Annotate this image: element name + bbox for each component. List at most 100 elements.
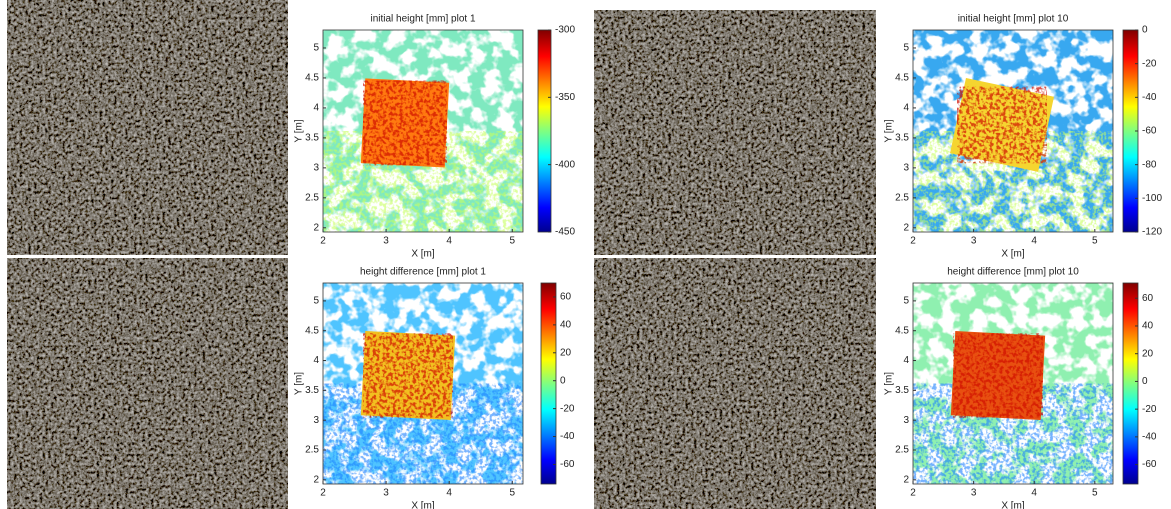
panel: initial height [mm] plot 10 2 3 4 5 2 2.5 3 3.5 4… bbox=[594, 10, 1162, 260]
heatmap-patch-detail bbox=[957, 87, 1047, 164]
panel: height difference [mm] plot 10 2 3 4 5 2 2.5 3 3… bbox=[594, 258, 1157, 509]
x-tick-label: 2 bbox=[320, 236, 326, 247]
x-tick-label: 5 bbox=[509, 488, 515, 499]
colorbar-tick-label: 0 bbox=[560, 375, 566, 386]
y-tick-label: 5 bbox=[313, 296, 319, 307]
chart-title: initial height [mm] plot 10 bbox=[958, 14, 1069, 25]
photo bbox=[594, 258, 876, 509]
y-tick-label: 2.5 bbox=[895, 445, 909, 456]
y-tick-label: 5 bbox=[903, 43, 909, 54]
colorbar-tick-label: 20 bbox=[1142, 348, 1154, 359]
x-tick-label: 5 bbox=[509, 236, 515, 247]
colorbar-tick-label: -120 bbox=[1142, 227, 1162, 238]
colorbar-tick-label: -350 bbox=[555, 92, 575, 103]
x-tick-label: 5 bbox=[1092, 236, 1098, 247]
colorbar bbox=[538, 30, 551, 232]
y-tick-label: 5 bbox=[313, 43, 319, 54]
y-tick-label: 2.5 bbox=[305, 445, 319, 456]
y-tick-label: 3 bbox=[313, 163, 319, 174]
colorbar-tick-label: 20 bbox=[560, 347, 572, 358]
y-tick-label: 2 bbox=[903, 222, 909, 233]
photo bbox=[7, 0, 288, 255]
x-axis-label: X [m] bbox=[411, 501, 435, 509]
x-tick-label: 4 bbox=[446, 236, 452, 247]
colorbar-tick-label: 0 bbox=[1142, 376, 1148, 387]
y-tick-label: 4.5 bbox=[305, 325, 319, 336]
y-tick-label: 4.5 bbox=[305, 73, 319, 84]
y-axis-label: Y [m] bbox=[884, 119, 895, 142]
y-tick-label: 4 bbox=[903, 355, 909, 366]
y-tick-label: 2.5 bbox=[305, 192, 319, 203]
colorbar-tick-label: -20 bbox=[1142, 404, 1157, 415]
y-tick-label: 4 bbox=[313, 103, 319, 114]
panel: initial height [mm] plot 1 2 3 4 5 2 2.5 3 3.5 4 4… bbox=[7, 0, 575, 260]
y-tick-label: 4 bbox=[313, 355, 319, 366]
y-tick-label: 3 bbox=[313, 415, 319, 426]
colorbar-tick-label: -60 bbox=[1142, 126, 1157, 137]
panel: height difference [mm] plot 1 2 3 4 5 2 2.5 3 3.… bbox=[7, 258, 575, 509]
colorbar-tick-label: -450 bbox=[555, 227, 575, 238]
colorbar-tick-label: -100 bbox=[1142, 193, 1162, 204]
y-tick-label: 3.5 bbox=[895, 385, 909, 396]
colorbar-tick-label: -60 bbox=[1142, 459, 1157, 470]
heatmap-patch-detail bbox=[363, 81, 447, 166]
colorbar-tick-label: -60 bbox=[560, 459, 575, 470]
x-tick-label: 3 bbox=[971, 488, 977, 499]
heatmap-patch-detail bbox=[953, 333, 1043, 417]
x-tick-label: 2 bbox=[320, 488, 326, 499]
y-tick-label: 3 bbox=[903, 415, 909, 426]
y-tick-label: 2 bbox=[903, 474, 909, 485]
y-axis-label: Y [m] bbox=[294, 372, 305, 395]
colorbar-tick-label: 60 bbox=[560, 292, 572, 303]
heatmap bbox=[323, 283, 523, 484]
x-tick-label: 4 bbox=[1031, 488, 1037, 499]
x-tick-label: 3 bbox=[383, 236, 389, 247]
colorbar-tick-label: -20 bbox=[560, 403, 575, 414]
y-tick-label: 3.5 bbox=[305, 133, 319, 144]
x-tick-label: 2 bbox=[910, 236, 916, 247]
y-tick-label: 2.5 bbox=[895, 192, 909, 203]
y-tick-label: 3.5 bbox=[895, 133, 909, 144]
colorbar-tick-label: -40 bbox=[1142, 432, 1157, 443]
x-tick-label: 4 bbox=[1031, 236, 1037, 247]
x-tick-label: 3 bbox=[383, 488, 389, 499]
colorbar-tick-label: 40 bbox=[560, 320, 572, 331]
colorbar bbox=[1123, 283, 1138, 484]
x-axis-label: X [m] bbox=[1001, 249, 1025, 260]
y-tick-label: 5 bbox=[903, 296, 909, 307]
chart-title: initial height [mm] plot 1 bbox=[370, 14, 475, 25]
y-tick-label: 4.5 bbox=[895, 325, 909, 336]
chart-title: height difference [mm] plot 10 bbox=[947, 267, 1079, 278]
colorbar-tick-label: 60 bbox=[1142, 293, 1154, 304]
figure: initial height [mm] plot 1 2 3 4 5 2 2.5 3 3.5 4 4… bbox=[0, 0, 1171, 509]
x-tick-label: 3 bbox=[971, 236, 977, 247]
x-axis-label: X [m] bbox=[411, 249, 435, 260]
y-axis-label: Y [m] bbox=[884, 372, 895, 395]
x-tick-label: 2 bbox=[910, 488, 916, 499]
heatmap-patch-detail bbox=[363, 333, 453, 417]
colorbar-tick-label: -20 bbox=[1142, 58, 1157, 69]
colorbar-tick-label: 40 bbox=[1142, 321, 1154, 332]
x-axis-label: X [m] bbox=[1001, 501, 1025, 509]
y-axis-label: Y [m] bbox=[294, 119, 305, 142]
photo bbox=[594, 10, 876, 255]
x-tick-label: 5 bbox=[1092, 488, 1098, 499]
colorbar-tick-label: -80 bbox=[1142, 159, 1157, 170]
colorbar-tick-label: -40 bbox=[560, 431, 575, 442]
y-tick-label: 2 bbox=[313, 222, 319, 233]
colorbar-tick-label: -40 bbox=[1142, 92, 1157, 103]
y-tick-label: 4 bbox=[903, 103, 909, 114]
colorbar-tick-label: 0 bbox=[1142, 25, 1148, 36]
y-tick-label: 4.5 bbox=[895, 73, 909, 84]
y-tick-label: 2 bbox=[313, 474, 319, 485]
colorbar-tick-label: -400 bbox=[555, 159, 575, 170]
chart-title: height difference [mm] plot 1 bbox=[360, 267, 486, 278]
heatmap bbox=[323, 30, 523, 232]
y-tick-label: 3.5 bbox=[305, 385, 319, 396]
heatmap bbox=[913, 30, 1113, 232]
photo bbox=[7, 258, 288, 509]
y-tick-label: 3 bbox=[903, 163, 909, 174]
colorbar bbox=[541, 283, 556, 484]
colorbar-tick-label: -300 bbox=[555, 25, 575, 36]
x-tick-label: 4 bbox=[446, 488, 452, 499]
